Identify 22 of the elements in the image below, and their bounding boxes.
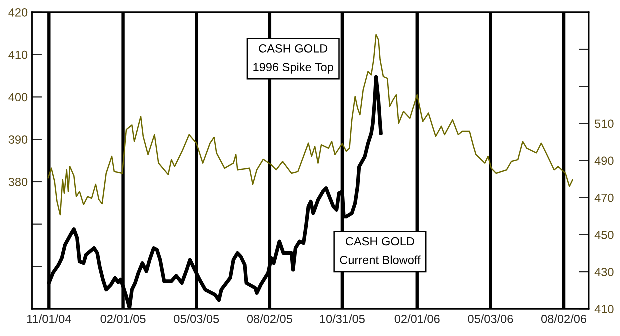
y2-tick-label: 470 <box>594 194 614 202</box>
y-tick-label: 390 <box>8 136 28 144</box>
x-tick-label: 08/02/05 <box>247 314 292 324</box>
x-tick-label: 10/31/05 <box>320 314 365 324</box>
y2-tick-label: 490 <box>594 156 614 166</box>
y-tick-label: 420 <box>8 8 28 17</box>
y2-tick-label: 430 <box>594 268 614 276</box>
text: CASH GOLD 1996 Spike Top <box>254 44 334 74</box>
line-series <box>48 34 574 216</box>
y-tick-label: 410 <box>8 50 28 60</box>
x-tick-label: 02/01/05 <box>100 314 146 324</box>
x-tick-label: 08/02/06 <box>542 314 586 324</box>
y2-tick-label: 450 <box>594 230 614 240</box>
y2-tick-label: 410 <box>594 305 614 314</box>
x-tick-label: 05/03/06 <box>468 314 514 324</box>
series-label: CASH GOLD Current Blowoff <box>340 237 421 264</box>
y-tick-label: 380 <box>8 178 28 186</box>
y-tick-label: 400 <box>8 93 28 102</box>
x-tick-label: 02/01/06 <box>394 314 440 324</box>
x-tick-label: 05/03/05 <box>174 314 220 324</box>
y2-tick-label: 510 <box>595 120 614 128</box>
x-tick-label: 11/01/04 <box>28 314 72 324</box>
